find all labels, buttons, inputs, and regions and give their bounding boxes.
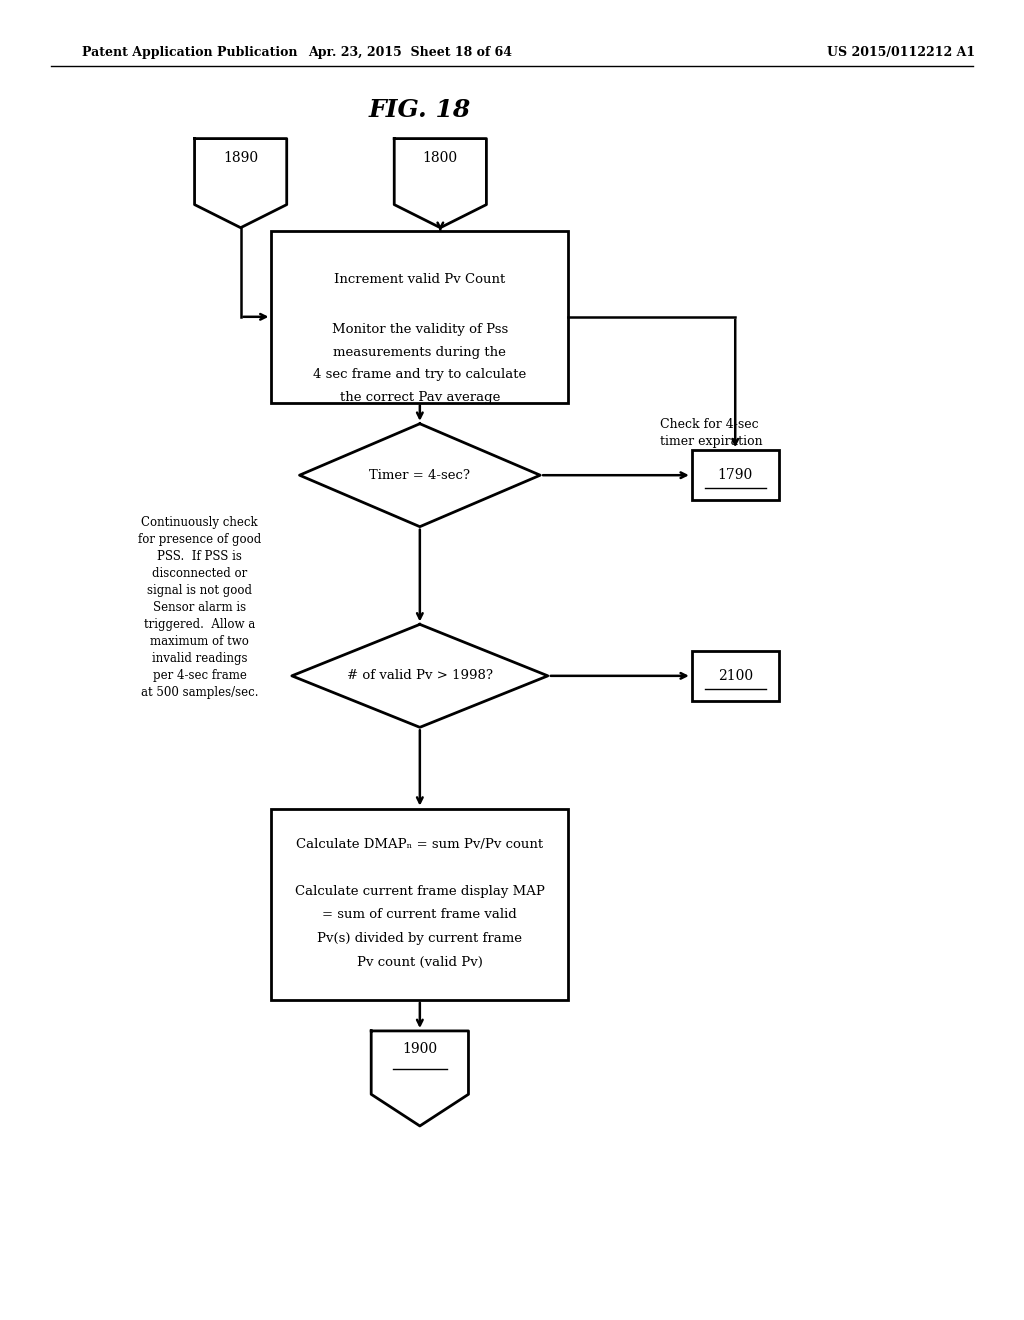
Text: US 2015/0112212 A1: US 2015/0112212 A1 bbox=[827, 46, 975, 59]
Text: Pv count (valid Pv): Pv count (valid Pv) bbox=[357, 956, 482, 969]
Text: the correct Pav average: the correct Pav average bbox=[340, 391, 500, 404]
Text: measurements during the: measurements during the bbox=[334, 346, 506, 359]
Text: 1900: 1900 bbox=[402, 1043, 437, 1056]
Text: 1890: 1890 bbox=[223, 152, 258, 165]
Text: FIG. 18: FIG. 18 bbox=[369, 98, 471, 121]
Text: Check for 4-sec
timer expiration: Check for 4-sec timer expiration bbox=[660, 418, 763, 447]
FancyBboxPatch shape bbox=[271, 808, 568, 1001]
Text: # of valid Pv > 1998?: # of valid Pv > 1998? bbox=[347, 669, 493, 682]
Text: 1800: 1800 bbox=[423, 152, 458, 165]
Text: 4 sec frame and try to calculate: 4 sec frame and try to calculate bbox=[313, 368, 526, 381]
Text: Increment valid Pv Count: Increment valid Pv Count bbox=[334, 273, 506, 286]
Text: Timer = 4-sec?: Timer = 4-sec? bbox=[370, 469, 470, 482]
Polygon shape bbox=[394, 139, 486, 227]
Text: Continuously check
for presence of good
PSS.  If PSS is
disconnected or
signal i: Continuously check for presence of good … bbox=[138, 516, 261, 698]
Polygon shape bbox=[371, 1031, 468, 1126]
Polygon shape bbox=[299, 424, 541, 527]
Text: Monitor the validity of Pss: Monitor the validity of Pss bbox=[332, 323, 508, 337]
Text: Patent Application Publication: Patent Application Publication bbox=[82, 46, 297, 59]
Text: 2100: 2100 bbox=[718, 669, 753, 682]
Text: Calculate DMAPₙ = sum Pv/Pv count: Calculate DMAPₙ = sum Pv/Pv count bbox=[296, 838, 544, 851]
Text: Calculate current frame display MAP: Calculate current frame display MAP bbox=[295, 884, 545, 898]
FancyBboxPatch shape bbox=[692, 450, 778, 500]
Text: Pv(s) divided by current frame: Pv(s) divided by current frame bbox=[317, 932, 522, 945]
FancyBboxPatch shape bbox=[692, 651, 778, 701]
Polygon shape bbox=[195, 139, 287, 227]
Text: = sum of current frame valid: = sum of current frame valid bbox=[323, 908, 517, 921]
Text: Apr. 23, 2015  Sheet 18 of 64: Apr. 23, 2015 Sheet 18 of 64 bbox=[307, 46, 512, 59]
Text: 1790: 1790 bbox=[718, 469, 753, 482]
Polygon shape bbox=[292, 624, 548, 727]
FancyBboxPatch shape bbox=[271, 231, 568, 403]
